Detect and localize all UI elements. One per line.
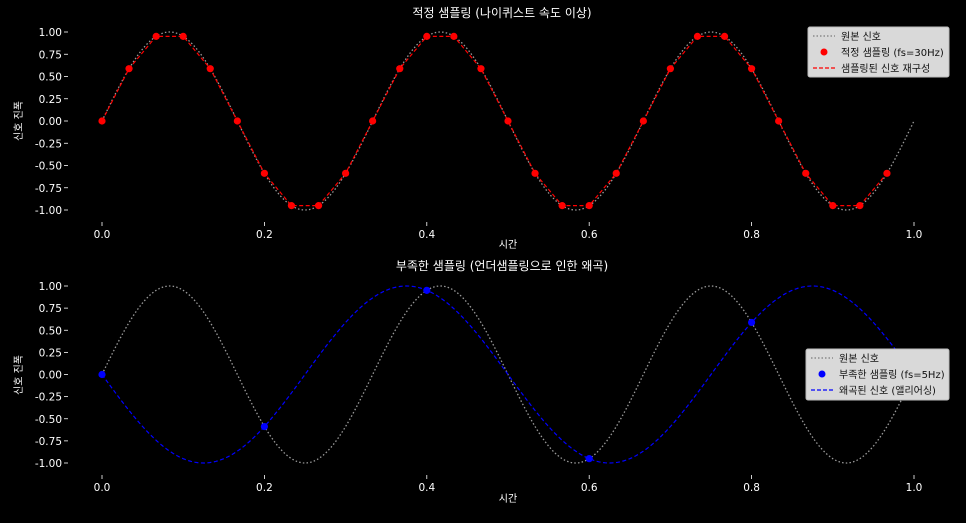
sample-point bbox=[396, 65, 404, 73]
x-tick-label: 0.0 bbox=[94, 229, 111, 241]
y-tick-label: 0.00 bbox=[39, 370, 62, 382]
panel-bottom-ylabel: 신호 진폭 bbox=[13, 355, 25, 395]
sample-point bbox=[287, 202, 296, 210]
sample-point bbox=[423, 32, 431, 40]
y-tick-label: -0.75 bbox=[35, 183, 62, 195]
legend-label-reconstruction: 샘플링된 신호 재구성 bbox=[841, 63, 930, 75]
sample-point bbox=[125, 65, 133, 73]
sample-point bbox=[423, 286, 431, 294]
sample-point bbox=[802, 169, 810, 177]
sample-point bbox=[314, 202, 323, 210]
panel-bottom-legend: 원본 신호 부족한 샘플링 (fs=5Hz) 왜곡된 신호 (앨리어싱) bbox=[805, 348, 950, 401]
x-tick-label: 0.4 bbox=[418, 482, 435, 494]
y-tick-label: -0.25 bbox=[35, 138, 62, 150]
legend-marker-samples bbox=[818, 370, 826, 378]
panel-bottom-xlabel: 시간 bbox=[499, 493, 517, 505]
sample-point bbox=[883, 169, 891, 177]
sample-point bbox=[693, 32, 702, 40]
x-tick-label: 1.0 bbox=[906, 229, 923, 241]
y-tick-label: 1.00 bbox=[39, 27, 62, 39]
panel-bottom-plot-area: 1.00 0.75 0.50 0.25 0.00 -0.25 -0.50 -0.75 -1.00… bbox=[35, 281, 923, 494]
sample-point bbox=[260, 422, 268, 431]
sample-point bbox=[558, 202, 566, 210]
y-tick-label: 0.25 bbox=[39, 347, 62, 359]
sample-point bbox=[531, 169, 539, 177]
x-tick-label: 0.2 bbox=[256, 229, 273, 241]
sample-point bbox=[342, 169, 350, 177]
sample-point bbox=[179, 32, 187, 40]
y-tick-label: -0.75 bbox=[35, 436, 62, 448]
legend-box bbox=[807, 26, 950, 78]
x-tick-label: 0.0 bbox=[94, 482, 111, 494]
x-tick-label: 0.8 bbox=[743, 229, 760, 241]
sample-point bbox=[152, 32, 160, 40]
y-tick-label: -1.00 bbox=[35, 205, 62, 217]
legend-label-samples: 부족한 샘플링 (fs=5Hz) bbox=[839, 369, 945, 381]
y-tick-label: 0.25 bbox=[39, 94, 62, 106]
panel-bottom-title: 부족한 샘플링 (언더샘플링으로 인한 왜곡) bbox=[396, 259, 608, 273]
y-tick-label: -0.25 bbox=[35, 392, 62, 404]
x-tick-label: 1.0 bbox=[906, 482, 923, 494]
y-tick-label: 0.75 bbox=[39, 49, 62, 61]
sample-point bbox=[450, 32, 458, 40]
sample-point bbox=[98, 370, 106, 379]
sample-point bbox=[775, 117, 783, 125]
y-tick-label: -0.50 bbox=[35, 161, 62, 173]
sample-point bbox=[639, 117, 647, 125]
y-tick-label: -1.00 bbox=[35, 458, 62, 470]
sample-point bbox=[369, 117, 377, 125]
sample-point bbox=[585, 455, 593, 463]
sample-point bbox=[748, 318, 756, 327]
x-tick-label: 0.8 bbox=[743, 482, 760, 494]
sample-point bbox=[666, 65, 675, 73]
legend-label-original: 원본 신호 bbox=[841, 31, 881, 43]
sample-point bbox=[856, 202, 864, 210]
sample-point bbox=[748, 65, 756, 73]
y-tick-label: 0.50 bbox=[39, 325, 62, 337]
legend-label-original: 원본 신호 bbox=[839, 353, 879, 365]
y-tick-label: 0.75 bbox=[39, 303, 62, 315]
y-tick-label: 0.00 bbox=[39, 116, 62, 128]
x-tick-label: 0.4 bbox=[418, 229, 435, 241]
legend-label-samples: 적정 샘플링 (fs=30Hz) bbox=[841, 47, 944, 59]
sample-point bbox=[829, 202, 837, 210]
sample-point bbox=[585, 202, 593, 210]
sample-point bbox=[233, 117, 241, 125]
panel-top-xlabel: 시간 bbox=[499, 239, 517, 251]
sample-point bbox=[98, 117, 106, 125]
panel-top-title: 적정 샘플링 (나이퀴스트 속도 이상) bbox=[412, 6, 591, 20]
panel-top-legend: 원본 신호 적정 샘플링 (fs=30Hz) 샘플링된 신호 재구성 bbox=[807, 26, 950, 78]
aliased-signal-line bbox=[101, 285, 915, 464]
legend-marker-samples bbox=[820, 48, 828, 56]
sample-point bbox=[260, 169, 268, 177]
legend-box bbox=[805, 348, 950, 401]
sample-point bbox=[612, 169, 620, 177]
sample-point bbox=[504, 117, 512, 125]
reconstructed-signal-line bbox=[101, 35, 888, 207]
x-tick-label: 0.2 bbox=[256, 482, 273, 494]
x-tick-label: 0.6 bbox=[581, 482, 598, 494]
panel-top-ylabel: 신호 진폭 bbox=[13, 101, 25, 141]
sample-point bbox=[206, 65, 214, 73]
sample-point bbox=[720, 32, 729, 40]
panel-top: 적정 샘플링 (나이퀴스트 속도 이상) 1.00 0.75 0.50 0.25 0.0… bbox=[13, 6, 950, 251]
y-tick-label: 1.00 bbox=[39, 281, 62, 293]
y-tick-label: -0.50 bbox=[35, 414, 62, 426]
legend-label-aliased: 왜곡된 신호 (앨리어싱) bbox=[839, 384, 936, 397]
x-tick-label: 0.6 bbox=[581, 229, 598, 241]
panel-bottom: 부족한 샘플링 (언더샘플링으로 인한 왜곡) 1.00 0.75 0.50 0.25… bbox=[13, 259, 950, 505]
y-tick-label: 0.50 bbox=[39, 72, 62, 84]
sample-point bbox=[477, 65, 485, 73]
panel-top-plot-area: 1.00 0.75 0.50 0.25 0.00 -0.25 -0.50 -0.75 -1.00… bbox=[35, 27, 923, 241]
